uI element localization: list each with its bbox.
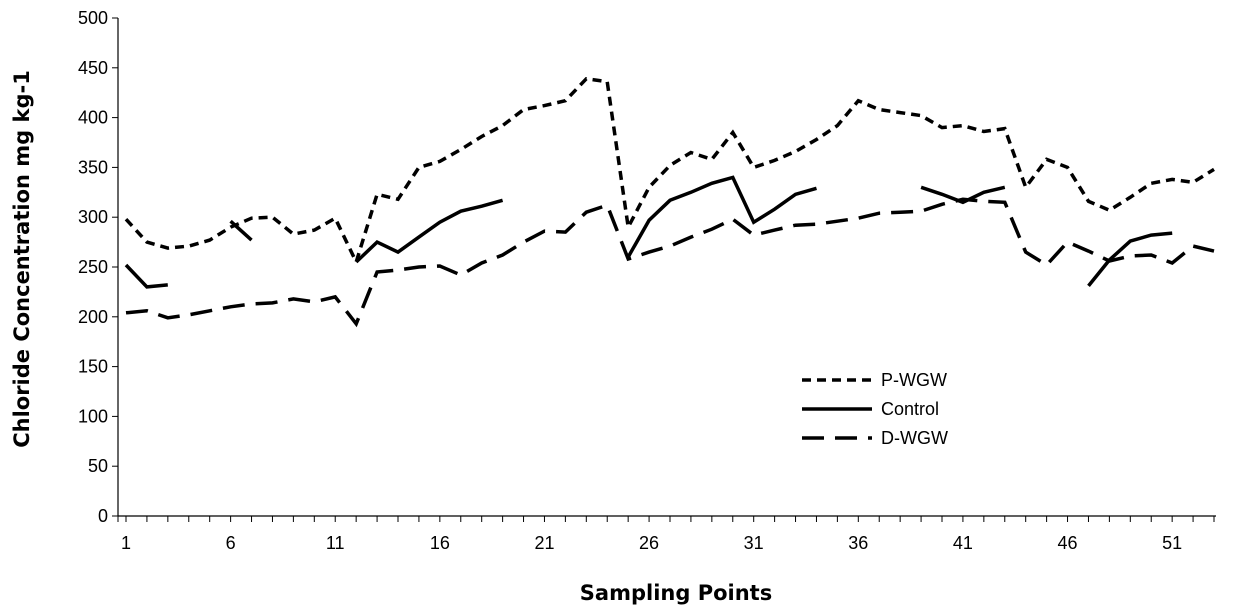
y-tick-label: 350 <box>78 157 108 177</box>
y-tick-label: 100 <box>78 406 108 426</box>
series-line-d-wgw <box>125 197 1215 328</box>
x-tick-label: 51 <box>1162 533 1182 553</box>
series-line-control <box>229 219 253 242</box>
x-tick-label: 16 <box>430 533 450 553</box>
series-line-control <box>354 198 504 264</box>
y-tick-label: 500 <box>78 8 108 28</box>
x-tick-label: 36 <box>848 533 868 553</box>
series-line-control <box>920 185 1006 205</box>
series-line-control <box>1087 231 1173 287</box>
series-line-p-wgw <box>124 76 1215 267</box>
series-line-control <box>124 263 168 289</box>
x-tick-label: 6 <box>226 533 236 553</box>
series-line-control <box>626 175 817 258</box>
y-tick-label: 200 <box>78 307 108 327</box>
x-tick-label: 11 <box>326 533 345 553</box>
legend-label-d-wgw: D-WGW <box>881 428 948 448</box>
x-tick-label: 41 <box>953 533 973 553</box>
y-tick-label: 150 <box>78 357 108 377</box>
x-tick-label: 26 <box>639 533 659 553</box>
x-tick-label: 1 <box>121 533 131 553</box>
x-tick-label: 21 <box>534 533 554 553</box>
series-lines <box>124 76 1215 328</box>
legend-label-control: Control <box>881 399 939 419</box>
x-axis-title: Sampling Points <box>580 581 772 605</box>
legend-label-p-wgw: P-WGW <box>881 370 947 390</box>
y-tick-label: 250 <box>78 257 108 277</box>
y-tick-label: 400 <box>78 108 108 128</box>
x-tick-label: 46 <box>1058 533 1078 553</box>
y-axis-title: Chloride Concentration mg kg-1 <box>10 70 34 448</box>
y-tick-label: 300 <box>78 207 108 227</box>
legend: P-WGW Control D-WGW <box>802 370 948 448</box>
y-tick-label: 0 <box>98 506 108 526</box>
x-tick-label: 31 <box>744 533 764 553</box>
y-tick-label: 50 <box>88 456 108 476</box>
axes <box>117 18 1216 517</box>
y-tick-label: 450 <box>78 58 108 78</box>
